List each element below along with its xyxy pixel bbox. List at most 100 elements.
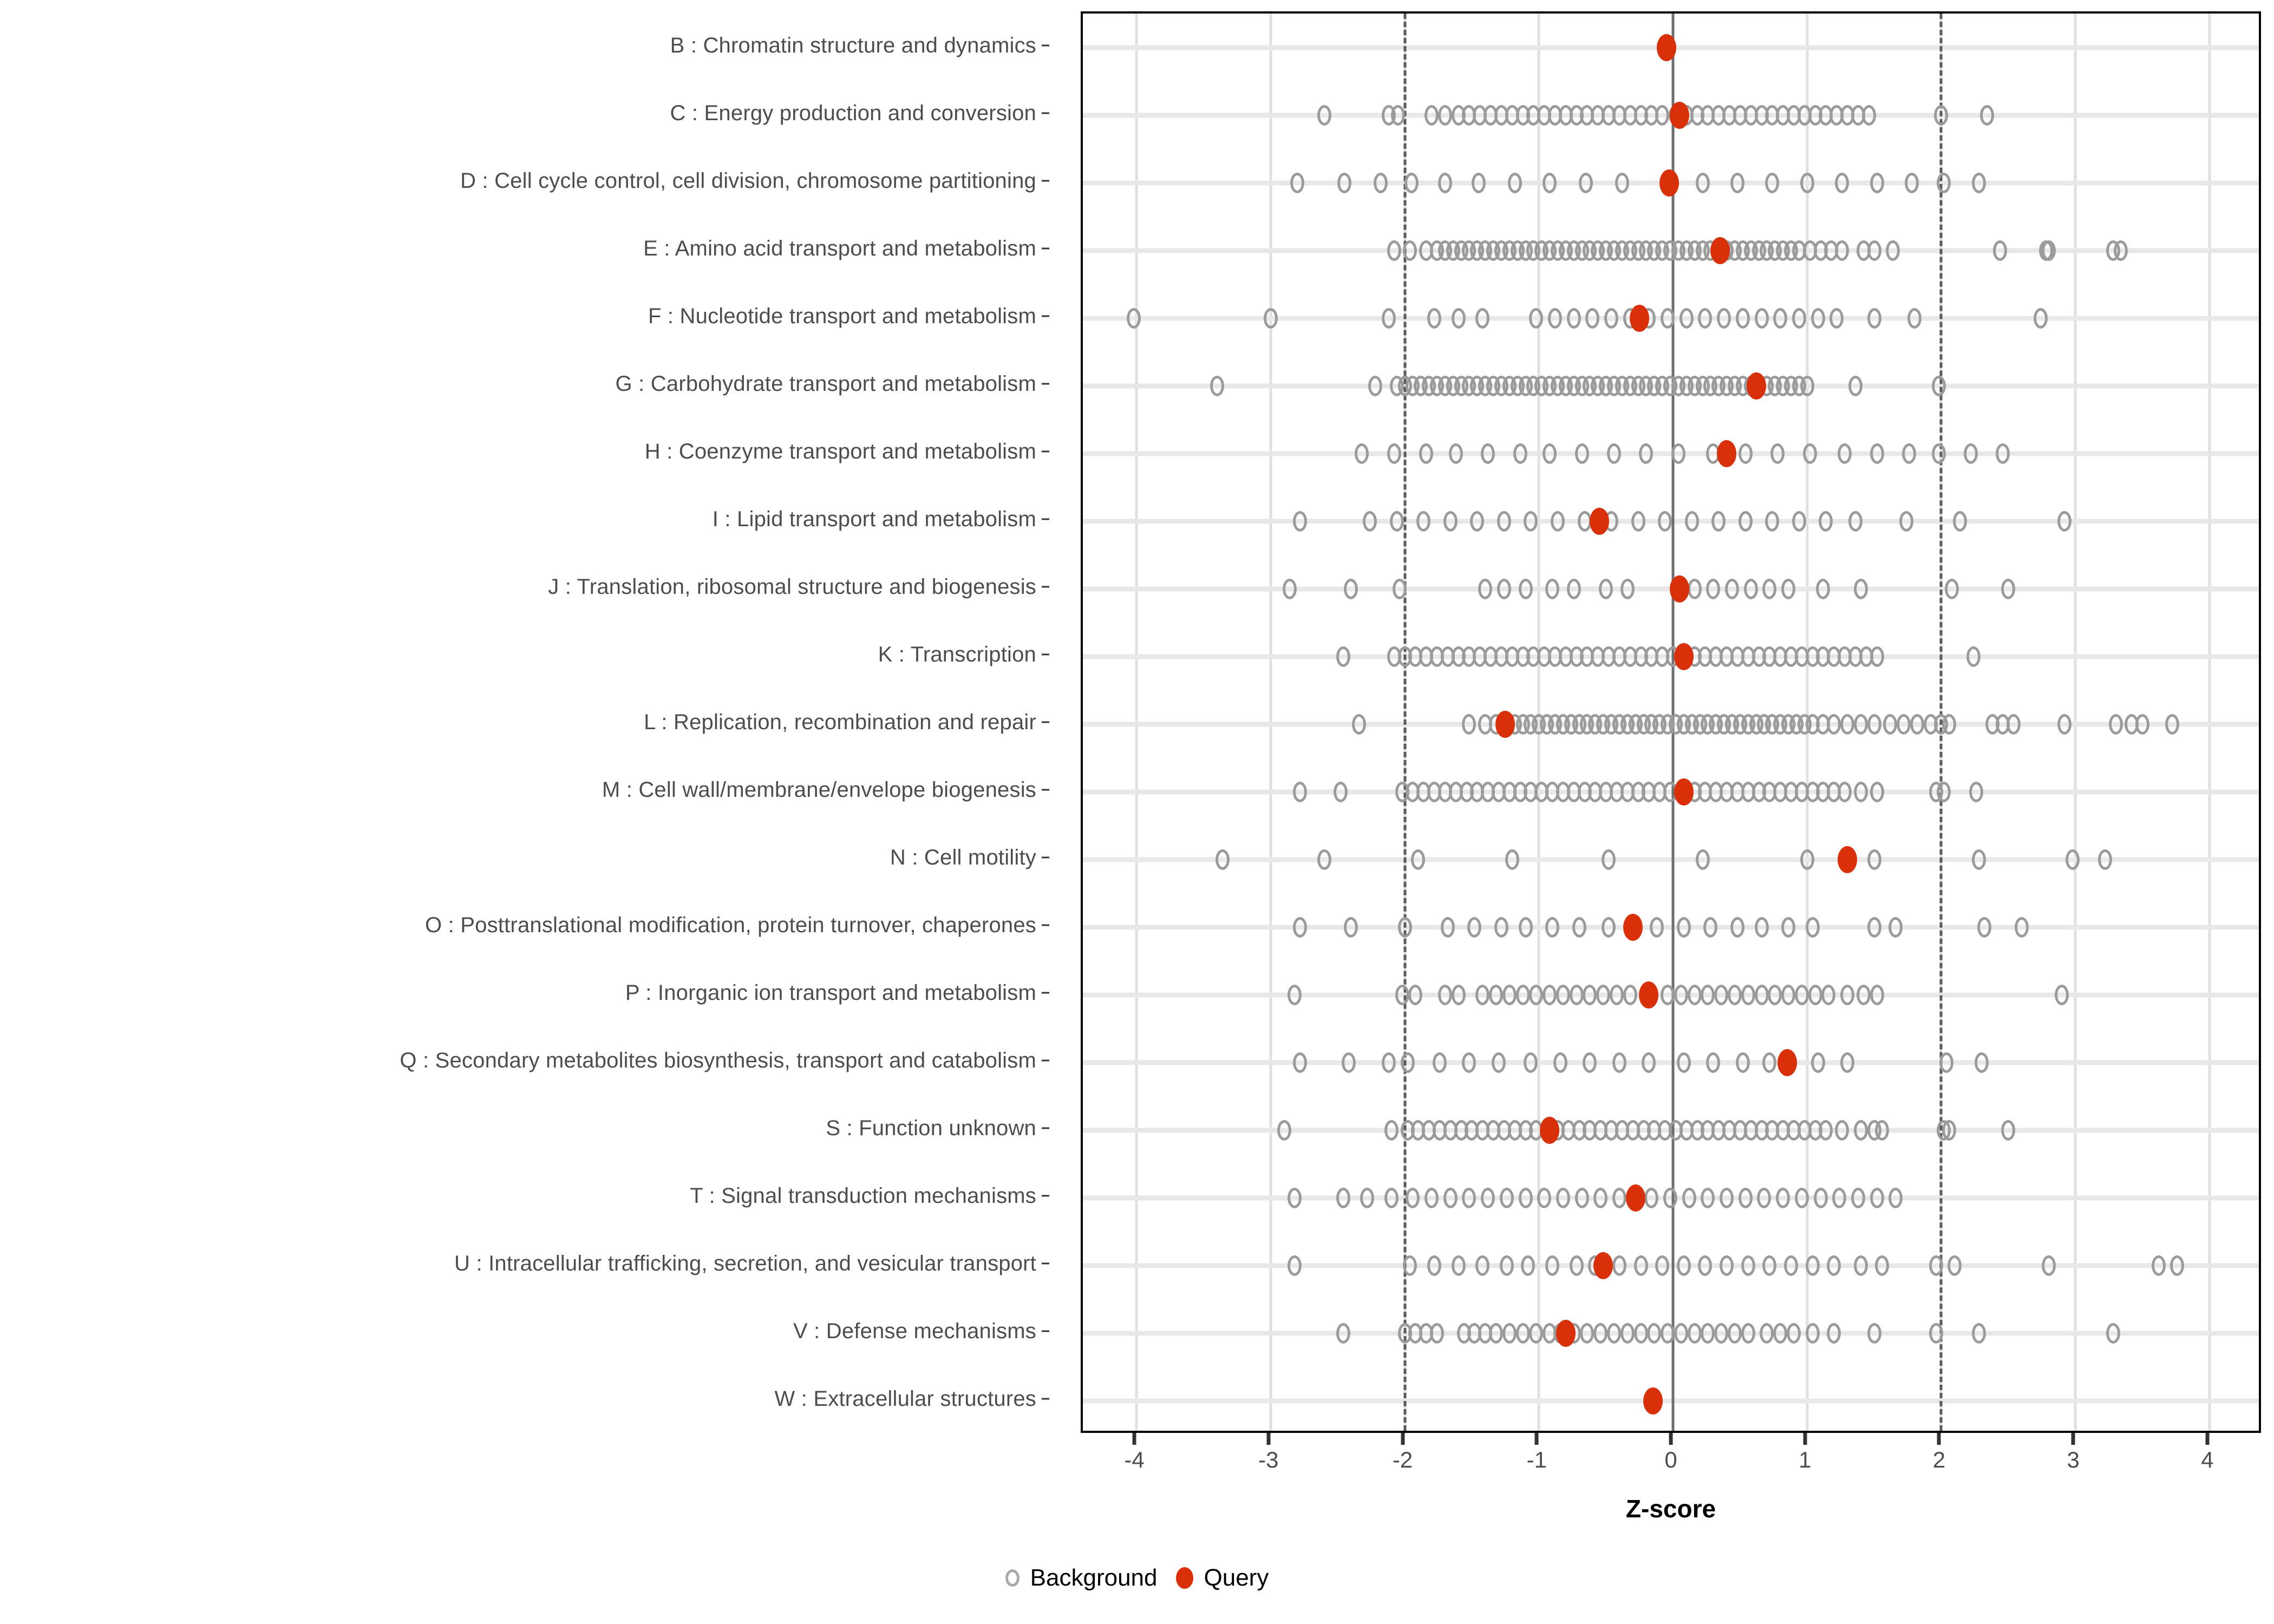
background-point: [1937, 172, 1951, 193]
query-point[interactable]: [1593, 1252, 1613, 1280]
background-point: [1811, 1052, 1825, 1073]
background-point: [1518, 1188, 1533, 1209]
query-point[interactable]: [1838, 846, 1858, 874]
query-point[interactable]: [1656, 34, 1676, 61]
query-point[interactable]: [1674, 643, 1694, 670]
background-point: [1529, 985, 1544, 1006]
background-point: [1765, 172, 1780, 193]
background-point: [1404, 172, 1419, 193]
background-point: [1352, 714, 1367, 735]
background-point: [1524, 1052, 1538, 1073]
background-point: [1875, 1255, 1890, 1276]
query-point[interactable]: [1639, 981, 1659, 1009]
query-point[interactable]: [1659, 169, 1679, 197]
background-point: [1661, 307, 1675, 329]
query-point[interactable]: [1589, 507, 1609, 535]
query-point[interactable]: [1717, 440, 1737, 467]
background-point: [1661, 1323, 1675, 1344]
background-point: [1395, 985, 1409, 1006]
background-point: [1851, 1188, 1865, 1209]
background-point: [1853, 578, 1868, 599]
background-point: [1720, 1188, 1734, 1209]
background-point: [1475, 1255, 1490, 1276]
x-axis-tick: [1803, 1433, 1807, 1445]
x-axis-tick-label: 4: [2201, 1447, 2214, 1472]
background-point: [1835, 240, 1850, 261]
background-point: [1290, 172, 1305, 193]
query-point[interactable]: [1746, 372, 1766, 400]
background-point: [2041, 1255, 2056, 1276]
background-point: [1781, 917, 1796, 938]
background-point: [1676, 1255, 1691, 1276]
background-point: [1792, 307, 1806, 329]
background-point: [1853, 1255, 1868, 1276]
background-point: [1963, 443, 1978, 464]
background-point: [1867, 714, 1881, 735]
background-point: [1389, 510, 1404, 532]
query-point[interactable]: [1777, 1049, 1797, 1077]
query-point[interactable]: [1710, 237, 1730, 264]
background-point: [1639, 443, 1654, 464]
query-point[interactable]: [1670, 101, 1690, 129]
query-point[interactable]: [1674, 778, 1694, 806]
background-point: [1437, 172, 1452, 193]
y-axis-tick: [1042, 44, 1049, 47]
y-axis-tick: [1042, 180, 1049, 182]
background-point: [1437, 104, 1452, 126]
background-point: [1853, 1120, 1868, 1141]
background-point: [1741, 1255, 1755, 1276]
background-point: [1800, 172, 1814, 193]
y-axis-category-label: Q : Secondary metabolites biosynthesis, …: [400, 1049, 1036, 1073]
background-point: [1397, 917, 1412, 938]
background-point: [1507, 172, 1522, 193]
background-point: [1701, 1188, 1715, 1209]
background-point: [1832, 1188, 1847, 1209]
background-point: [1529, 1323, 1544, 1344]
y-axis-tick: [1042, 383, 1049, 385]
background-point: [1730, 172, 1744, 193]
background-point: [1288, 1188, 1302, 1209]
background-point: [1293, 917, 1308, 938]
background-point: [1317, 104, 1331, 126]
query-point[interactable]: [1625, 1184, 1645, 1212]
query-point[interactable]: [1623, 914, 1643, 941]
background-point: [1838, 443, 1852, 464]
horizontal-gridline: [1083, 857, 2259, 862]
background-point: [1580, 1323, 1595, 1344]
x-axis-tick: [1401, 1433, 1405, 1445]
query-point[interactable]: [1495, 711, 1515, 738]
query-point[interactable]: [1643, 1387, 1663, 1415]
y-axis-category-label: J : Translation, ribosomal structure and…: [548, 574, 1036, 599]
background-point: [1765, 510, 1780, 532]
legend-item-query[interactable]: Query: [1175, 1564, 1269, 1592]
background-point: [1902, 443, 1916, 464]
background-point: [1499, 1255, 1514, 1276]
background-point: [1566, 578, 1581, 599]
background-point: [1811, 307, 1825, 329]
query-point[interactable]: [1556, 1320, 1576, 1347]
background-point: [1966, 646, 1981, 667]
query-point[interactable]: [1540, 1117, 1560, 1144]
legend-item-background[interactable]: Background: [1005, 1564, 1158, 1592]
background-point: [1762, 1255, 1777, 1276]
background-point: [1813, 1188, 1828, 1209]
x-axis-tick: [1266, 1433, 1271, 1445]
query-point[interactable]: [1670, 575, 1690, 603]
background-point: [1566, 307, 1581, 329]
background-point: [1607, 443, 1621, 464]
background-point: [1674, 1323, 1688, 1344]
background-point: [1904, 172, 1919, 193]
background-point: [1663, 1188, 1678, 1209]
background-point: [1762, 1052, 1777, 1073]
background-point: [2015, 917, 2029, 938]
background-point: [1277, 1120, 1291, 1141]
background-point: [1642, 1052, 1656, 1073]
background-point: [1373, 172, 1388, 193]
background-point: [1491, 1052, 1506, 1073]
query-point[interactable]: [1630, 304, 1650, 332]
background-point: [1773, 1323, 1788, 1344]
background-point: [1883, 714, 1898, 735]
background-point: [1792, 510, 1806, 532]
background-point: [1408, 985, 1423, 1006]
